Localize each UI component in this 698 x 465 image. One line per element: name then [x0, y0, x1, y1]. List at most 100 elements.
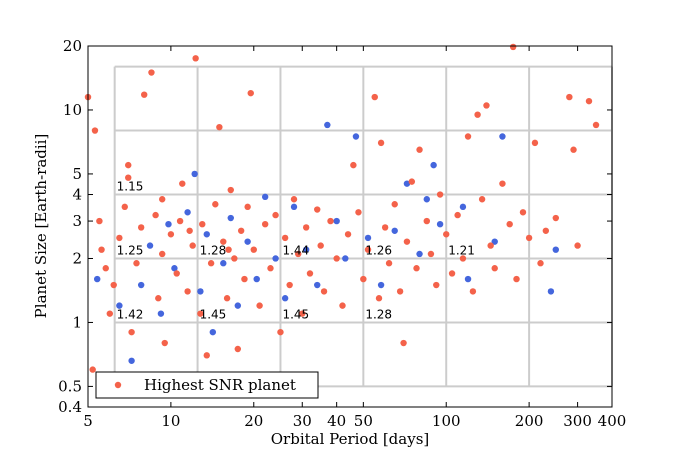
y-tick-label: 0.5 — [58, 377, 82, 395]
legend-label: Highest SNR planet — [144, 376, 296, 394]
point — [396, 288, 404, 295]
point — [159, 250, 166, 258]
point — [165, 220, 172, 228]
legend: Highest SNR planet — [95, 371, 319, 399]
point — [286, 281, 293, 289]
annotation: 1.15 — [117, 180, 144, 194]
annotation: 1.26 — [365, 243, 392, 257]
point — [191, 170, 198, 178]
plot-frame — [87, 45, 613, 408]
y-axis-label: Planet Size [Earth-radii] — [32, 134, 50, 319]
point — [333, 217, 340, 225]
point — [427, 250, 435, 258]
point — [94, 275, 101, 283]
point — [377, 281, 385, 289]
y-tick-label: 20 — [63, 37, 82, 55]
point — [234, 302, 242, 309]
point — [552, 214, 559, 222]
point — [299, 310, 306, 317]
point — [478, 196, 486, 203]
point — [487, 242, 494, 249]
x-tick-label: 300 — [563, 412, 592, 430]
point — [483, 102, 490, 109]
point — [375, 295, 383, 302]
point — [295, 250, 302, 258]
point — [216, 123, 223, 131]
point — [448, 270, 456, 277]
point — [203, 352, 210, 359]
point — [261, 220, 269, 228]
point — [155, 295, 162, 302]
point — [436, 191, 444, 198]
y-tick-label: 2 — [72, 249, 82, 267]
point — [225, 246, 232, 253]
point — [314, 281, 321, 289]
x-tick-label: 100 — [432, 412, 461, 430]
y-tick-label: 1 — [72, 313, 82, 331]
annotation: 1.28 — [200, 243, 227, 257]
point — [459, 203, 467, 211]
point — [391, 227, 398, 234]
annotation: 1.21 — [448, 243, 475, 257]
point — [98, 246, 105, 253]
point — [333, 255, 340, 262]
point — [491, 238, 498, 245]
point — [250, 246, 257, 253]
point — [116, 234, 123, 242]
point — [547, 288, 555, 295]
point — [267, 265, 274, 272]
point — [430, 161, 437, 169]
point — [272, 255, 279, 262]
point — [234, 345, 242, 353]
point — [566, 93, 573, 101]
point — [96, 217, 103, 225]
point — [408, 178, 416, 185]
point — [413, 265, 420, 272]
point — [344, 231, 352, 238]
point — [459, 255, 467, 262]
point — [244, 203, 251, 211]
point — [355, 209, 362, 216]
point — [220, 238, 227, 245]
point — [171, 265, 178, 272]
point — [324, 121, 331, 129]
point — [302, 224, 310, 231]
point — [592, 121, 600, 129]
point — [244, 238, 251, 245]
point — [128, 328, 135, 336]
point — [146, 242, 154, 249]
point — [137, 224, 145, 231]
point — [491, 265, 498, 272]
legend-marker — [114, 381, 122, 389]
x-tick-label: 200 — [515, 412, 544, 430]
point — [320, 288, 328, 295]
y-tick-label: 10 — [63, 101, 82, 119]
point — [277, 328, 284, 336]
y-tick-label: 3 — [72, 212, 82, 230]
point — [542, 227, 550, 234]
point — [423, 217, 430, 225]
point — [381, 224, 389, 231]
point — [377, 139, 385, 147]
point — [133, 260, 140, 267]
annotation: 1.25 — [117, 243, 144, 257]
x-tick-label: 20 — [244, 412, 263, 430]
x-tick-label: 40 — [327, 412, 346, 430]
point — [314, 206, 321, 213]
point — [339, 302, 346, 309]
annotation: 1.42 — [117, 307, 144, 321]
y-tick-label: 0.4 — [58, 398, 82, 416]
point — [125, 161, 132, 169]
point — [433, 281, 440, 289]
point — [464, 275, 472, 283]
x-tick-label: 50 — [354, 412, 373, 430]
point — [125, 174, 132, 181]
point — [574, 242, 581, 249]
point — [91, 127, 99, 134]
x-tick-label: 400 — [598, 412, 627, 430]
point — [184, 288, 191, 295]
point — [525, 234, 533, 242]
y-tick-label: 4 — [72, 186, 82, 204]
